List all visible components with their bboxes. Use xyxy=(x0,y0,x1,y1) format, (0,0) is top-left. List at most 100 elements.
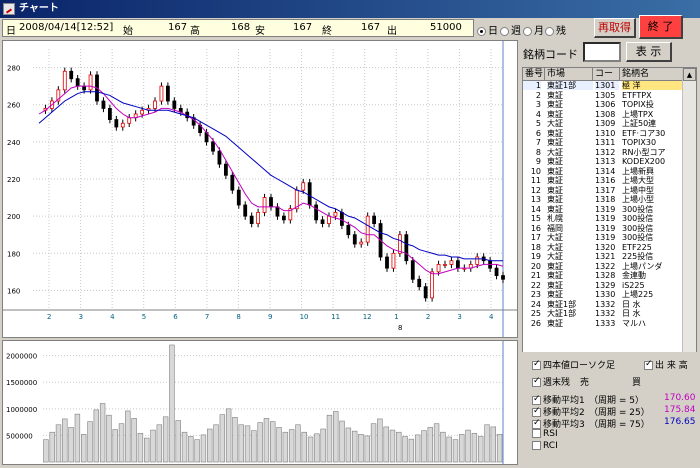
table-row[interactable]: 12 東証 1317 上場中型 xyxy=(523,186,683,195)
x-tick-label: 12 xyxy=(363,313,372,321)
ma1-checkbox[interactable]: 移動平均1 xyxy=(532,393,585,406)
table-row[interactable]: 3 東証 1306 TOPIX投 xyxy=(523,100,683,109)
volume-bar xyxy=(131,418,137,463)
table-cell: 1322 xyxy=(595,261,616,271)
radio-dot xyxy=(545,26,554,36)
table-cell: 大証 xyxy=(547,233,563,242)
table-row[interactable]: 18 大証 1320 ETF225 xyxy=(523,243,683,252)
volume-bar xyxy=(188,436,194,463)
col-market[interactable]: 市場 xyxy=(545,68,593,80)
table-cell: 1319 xyxy=(595,204,616,214)
ma2-checkbox[interactable]: 移動平均2 xyxy=(532,405,585,418)
rsi-checkbox[interactable]: RSI xyxy=(532,429,558,439)
table-row[interactable]: 1 東証1部 1301 極 洋 xyxy=(523,81,683,90)
table-row[interactable]: 13 東証 1318 上場小型 xyxy=(523,195,683,204)
checkbox-label: 移動平均2 xyxy=(543,408,585,418)
table-cell: 1329 xyxy=(595,280,616,290)
table-row[interactable]: 26 東証 1333 マルハ xyxy=(523,319,683,328)
table-row[interactable]: 10 東証 1314 上場新興 xyxy=(523,167,683,176)
volume-bar xyxy=(389,429,396,463)
candle-checkbox[interactable]: 四本値ローソク足 xyxy=(532,358,615,371)
volume-bar xyxy=(490,426,496,463)
table-cell: 日 水 xyxy=(622,299,641,309)
show-button[interactable]: 表 示 xyxy=(626,42,672,62)
volume-bar xyxy=(169,344,175,463)
table-cell: 上場TPX xyxy=(622,109,654,119)
table-cell: 極 洋 xyxy=(622,81,682,90)
table-row[interactable]: 9 東証 1313 KODEX200 xyxy=(523,157,683,166)
radio-dot xyxy=(500,26,509,36)
x-tick-label: 7 xyxy=(205,313,209,321)
candle-body xyxy=(256,212,261,224)
volume-bar xyxy=(396,431,402,463)
candle-body xyxy=(320,219,325,224)
table-row[interactable]: 16 福岡 1319 300投信 xyxy=(523,224,683,233)
volume-bar xyxy=(49,431,55,463)
period-radio-day[interactable]: 日 xyxy=(477,22,498,37)
options-panel: 四本値ローソク足 出 来 高 週末残 売 買 移動平均1 （周期 = 5） 17… xyxy=(522,352,697,465)
x-tick-label: 4 xyxy=(110,313,115,321)
x-tick-label: 9 xyxy=(268,313,272,321)
x-tick-label: 11 xyxy=(331,313,340,321)
volume-bar xyxy=(307,436,314,463)
candle-body xyxy=(365,215,370,243)
table-row[interactable]: 19 大証 1321 225投信 xyxy=(523,252,683,261)
table-cell: 1319 xyxy=(595,223,616,233)
volume-bar xyxy=(414,434,421,463)
volume-chart-panel: 500000 1000000 1500000 2000000 xyxy=(2,340,518,465)
period-radio-remain[interactable]: 残 xyxy=(545,22,566,37)
candle-body xyxy=(314,204,319,221)
ma3-checkbox[interactable]: 移動平均3 xyxy=(532,417,585,430)
y-tick-label: 160 xyxy=(7,287,20,295)
table-row[interactable]: 4 東証 1308 上場TPX xyxy=(523,110,683,119)
reload-button[interactable]: 再取得 xyxy=(594,18,636,38)
rci-checkbox[interactable]: RCI xyxy=(532,441,558,451)
table-row[interactable]: 14 東証 1319 300投信 xyxy=(523,205,683,214)
volume-bar xyxy=(144,437,150,463)
candle-body xyxy=(230,174,235,191)
candle-body xyxy=(417,278,422,288)
candle-body xyxy=(82,85,87,91)
table-row[interactable]: 21 東証 1328 金連動 xyxy=(523,271,683,280)
code-input[interactable] xyxy=(583,42,621,62)
x-tick-label: 5 xyxy=(142,313,146,321)
table-row[interactable]: 25 大証1部 1332 日 水 xyxy=(523,309,683,318)
table-row[interactable]: 6 東証 1310 ETF·コア30 xyxy=(523,129,683,138)
table-cell: 上証50連 xyxy=(622,119,657,128)
table-row[interactable]: 23 東証 1330 上場225 xyxy=(523,290,683,299)
table-row[interactable]: 2 東証 1305 ETFTPX xyxy=(523,91,683,100)
table-row[interactable]: 15 札幌 1319 300投信 xyxy=(523,214,683,223)
x-tick-label: 3 xyxy=(79,313,83,321)
col-name[interactable]: 銘柄名 xyxy=(620,68,683,80)
table-row[interactable]: 20 東証 1322 上場パンダ xyxy=(523,262,683,271)
volume-bar xyxy=(314,433,320,463)
col-number[interactable]: 番号 xyxy=(525,68,545,80)
volume-bar xyxy=(112,429,118,463)
table-row[interactable]: 8 大証 1312 RN小型コア xyxy=(523,148,683,157)
table-row[interactable]: 7 東証 1311 TOPIX30 xyxy=(523,138,683,147)
volume-bar xyxy=(339,420,345,463)
scroll-up-icon[interactable]: ▲ xyxy=(683,68,696,81)
volume-bar xyxy=(364,435,370,463)
table-row[interactable]: 17 大証 1319 300投信 xyxy=(523,233,683,242)
exit-button[interactable]: 終 了 xyxy=(639,15,683,39)
col-code[interactable]: コード xyxy=(593,68,620,91)
weekend-checkbox[interactable]: 週末残 xyxy=(532,375,570,388)
volume-bar xyxy=(232,417,238,463)
table-row[interactable]: 24 東証1部 1332 日 水 xyxy=(523,300,683,309)
period-radio-month[interactable]: 月 xyxy=(523,22,544,37)
candle-body xyxy=(69,70,74,80)
table-cell: 1312 xyxy=(595,147,616,157)
volume-bar xyxy=(484,424,490,463)
table-row[interactable]: 22 東証 1329 iS225 xyxy=(523,281,683,290)
table-row[interactable]: 11 東証 1316 上場大型 xyxy=(523,176,683,185)
candle-body xyxy=(211,141,215,152)
volume-bar xyxy=(150,429,156,463)
table-cell: 上場小型 xyxy=(622,195,654,204)
volume-checkbox[interactable]: 出 来 高 xyxy=(644,358,688,371)
low-value: 167 xyxy=(293,22,313,33)
volume-bar xyxy=(433,423,440,463)
period-radio-week[interactable]: 週 xyxy=(500,22,521,37)
table-row[interactable]: 5 大証 1309 上証50連 xyxy=(523,119,683,128)
candle-body xyxy=(494,267,499,276)
